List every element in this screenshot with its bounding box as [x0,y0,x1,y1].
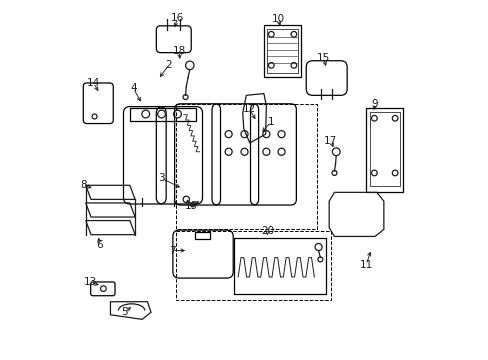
Text: 4: 4 [130,83,137,93]
Text: 13: 13 [83,277,97,287]
Bar [264,26,300,77]
Bar [175,231,330,300]
Bar [366,108,403,192]
Text: 3: 3 [158,173,164,183]
Text: 16: 16 [170,13,183,23]
Text: 11: 11 [359,260,372,270]
Text: 5: 5 [121,307,127,317]
Text: 8: 8 [81,180,87,190]
Bar [369,112,399,186]
Text: 10: 10 [271,14,284,24]
Text: 9: 9 [371,99,378,109]
Text: 18: 18 [172,46,185,56]
Text: 15: 15 [317,53,330,63]
Text: 12: 12 [243,104,256,114]
Bar [175,104,316,229]
Text: 6: 6 [96,240,103,250]
Bar [266,29,297,73]
Text: 20: 20 [260,226,273,236]
Text: 2: 2 [165,60,172,70]
Text: 1: 1 [267,117,274,127]
Text: 7: 7 [168,246,175,256]
Bar [130,108,196,121]
Text: 14: 14 [87,78,100,88]
Text: 17: 17 [324,136,337,146]
Bar [195,232,210,239]
Bar [233,238,325,294]
Text: 19: 19 [184,202,198,211]
